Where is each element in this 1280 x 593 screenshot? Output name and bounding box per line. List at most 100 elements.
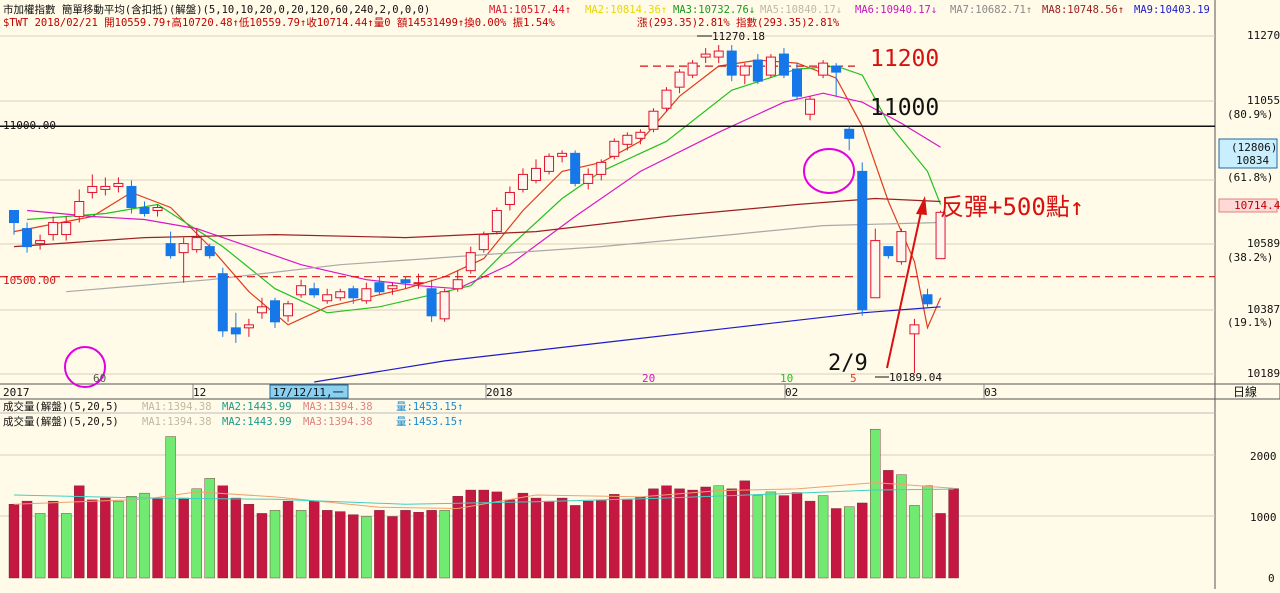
- volume-bar-26: [348, 514, 359, 579]
- x-unit-box: [1214, 383, 1280, 400]
- y-label-19-1: (19.1%): [1227, 316, 1273, 329]
- volume-bar-14: [191, 488, 202, 579]
- candle-body-13: [178, 243, 189, 254]
- candle-body-61: [805, 98, 816, 115]
- candlesticks: [9, 45, 946, 373]
- volume-bar-54: [713, 485, 724, 579]
- candle-body-50: [661, 89, 672, 109]
- y-label-38-2: (38.2%): [1227, 251, 1273, 264]
- volume-bar-9: [126, 496, 137, 579]
- candle-body-28: [374, 282, 385, 293]
- volume-bar-68: [896, 474, 907, 579]
- candle-body-26: [348, 288, 359, 299]
- candle-body-48: [635, 131, 646, 139]
- ma9-legend: MA9:10403.19: [1134, 4, 1210, 16]
- vol-ma3-1: MA3:1394.38: [303, 401, 373, 413]
- candle-body-70: [922, 294, 933, 305]
- candle-body-37: [491, 210, 502, 233]
- cursor-price-box: [1218, 138, 1278, 169]
- candle-body-43: [570, 152, 581, 184]
- quote-line: $TWT 2018/02/21 開10559.79↑高10720.48↑低105…: [3, 16, 555, 29]
- volume-y-axis: 2000 1000 0: [1250, 450, 1277, 585]
- candle-body-24: [322, 294, 333, 302]
- volume-bar-15: [204, 478, 215, 579]
- volume-bar-30: [400, 510, 411, 579]
- ma8-legend: MA8:10748.56↑: [1042, 4, 1124, 16]
- volume-bar-55: [726, 488, 737, 579]
- candle-body-38: [504, 191, 515, 205]
- vol-tick-1000: 1000: [1250, 511, 1277, 524]
- volume-bar-50: [661, 485, 672, 579]
- volume-bar-6: [87, 499, 98, 579]
- label-10500-line: 10500.00: [3, 274, 56, 287]
- candle-body-53: [700, 53, 711, 58]
- volume-bar-47: [622, 499, 633, 579]
- candle-body-59: [778, 53, 789, 76]
- y-label-11055: 11055: [1247, 94, 1280, 107]
- candle-body-47: [622, 134, 633, 145]
- volume-bar-0: [8, 504, 20, 579]
- ma6-legend: MA6:10940.17↓: [855, 4, 937, 16]
- y-label-10189: 10189: [1247, 367, 1280, 380]
- ma10-line: [27, 65, 942, 314]
- candle-body-54: [713, 50, 724, 58]
- vol-vol-2: 量:1453.15↑: [396, 416, 463, 428]
- vol-ma1-2: MA1:1394.38: [142, 416, 212, 428]
- volume-bar-22: [295, 510, 307, 579]
- vol-ma2-1: MA2:1443.99: [222, 401, 292, 413]
- volume-bar-25: [335, 511, 346, 579]
- volume-bar-24: [322, 510, 333, 579]
- volume-bar-21: [282, 500, 294, 579]
- candle-body-12: [165, 243, 176, 257]
- volume-bar-52: [687, 489, 698, 579]
- volume-bar-8: [113, 500, 124, 579]
- volume-bar-64: [844, 506, 855, 579]
- candle-body-52: [687, 62, 698, 76]
- level-11000-label: 11000: [870, 95, 939, 121]
- date-2-9-label: 2/9: [828, 351, 868, 376]
- volume-bar-58: [765, 491, 777, 579]
- volume-bar-35: [465, 489, 476, 579]
- candle-body-11: [152, 207, 163, 212]
- candle-body-20: [270, 300, 280, 323]
- candle-body-0: [9, 210, 19, 224]
- candle-body-57: [752, 59, 763, 82]
- grid: [0, 35, 1215, 517]
- candle-body-9: [126, 185, 137, 209]
- volume-bar-41: [543, 500, 555, 579]
- volume-bar-40: [530, 497, 542, 579]
- volume-bar-33: [439, 510, 450, 579]
- candle-body-19: [256, 306, 267, 314]
- candle-body-29: [387, 285, 398, 290]
- y-label-10589: 10589: [1247, 237, 1280, 250]
- rebound-arrowhead: [916, 196, 927, 215]
- volume-bar-5: [74, 485, 85, 579]
- candle-body-64: [844, 128, 855, 139]
- candle-body-56: [739, 65, 750, 76]
- ma5-legend: MA5:10840.17↓: [760, 4, 842, 16]
- candle-body-60: [792, 68, 802, 97]
- candle-body-18: [243, 324, 254, 329]
- volume-bar-37: [491, 491, 503, 579]
- vol-vol-1: 量:1453.15↑: [396, 401, 463, 413]
- indicator-title: 市加權指數 簡單移動平均(含扣抵)(解盤)(5,10,10,20,0,20,12…: [3, 3, 430, 16]
- candle-body-36: [478, 234, 489, 251]
- volume-bars: [8, 428, 959, 579]
- candle-body-5: [74, 200, 85, 218]
- candle-body-22: [296, 285, 307, 296]
- candle-body-23: [309, 288, 320, 296]
- volume-bar-69: [909, 505, 920, 579]
- x-label-2017: 2017: [3, 386, 30, 399]
- candle-body-21: [283, 303, 294, 317]
- volume-bar-36: [478, 489, 489, 579]
- candle-body-10: [139, 207, 150, 215]
- volume-bar-42: [556, 497, 568, 579]
- current-price-box: [1218, 198, 1278, 213]
- candle-body-4: [61, 222, 72, 236]
- x-label-12: 12: [193, 386, 206, 399]
- volume-bar-46: [609, 494, 620, 579]
- volume-bar-70: [922, 485, 933, 579]
- ma60-line: [13, 197, 941, 248]
- volume-bar-60: [791, 492, 803, 579]
